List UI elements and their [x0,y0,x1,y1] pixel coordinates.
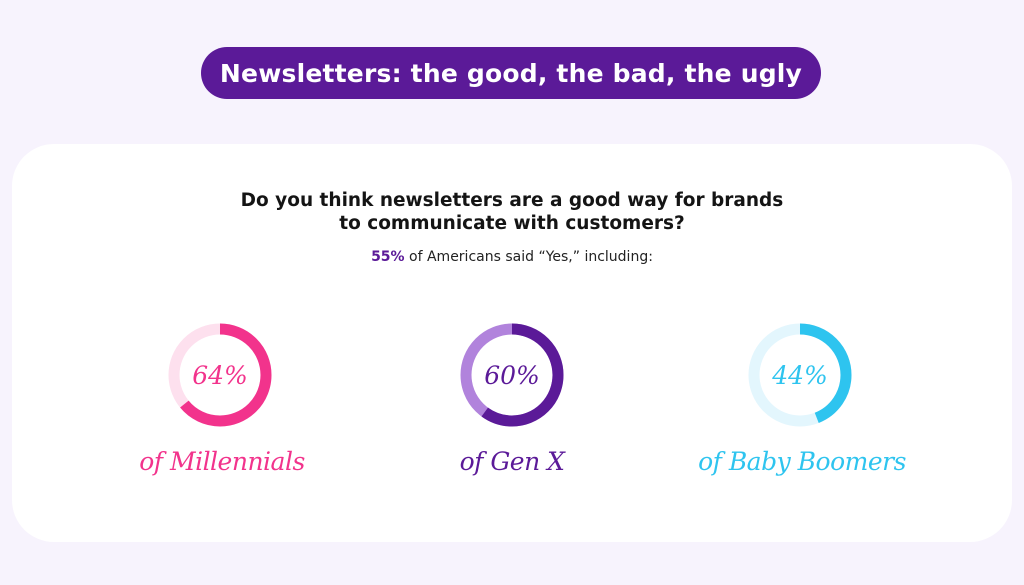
survey-question: Do you think newsletters are a good way … [0,189,1024,235]
donut-genx-label: 60% [484,360,540,390]
donut-millennials: 64% [165,320,275,430]
donut-genx: 60% [457,320,567,430]
survey-question-line-2: to communicate with customers? [339,213,685,234]
donut-millennials-label: 64% [192,360,248,390]
survey-card [12,144,1012,542]
caption-genx: of Gen X [459,447,565,476]
donut-boomers-svg [748,323,852,427]
summary-text: of Americans said “Yes,” including: [404,249,653,265]
caption-boomers: of Baby Boomers [698,447,906,476]
donut-genx-svg [460,323,564,427]
donut-boomers: 44% [745,320,855,430]
page-title-text: Newsletters: the good, the bad, the ugly [219,58,803,88]
donut-genx-arc [460,323,564,427]
survey-question-line-1: Do you think newsletters are a good way … [240,190,784,211]
summary-percent: 55% [371,249,405,265]
donut-millennials-arc [168,323,272,427]
caption-millennials: of Millennials [139,447,305,476]
survey-summary: 55% of Americans said “Yes,” including: [0,249,1024,265]
page-title: Newsletters: the good, the bad, the ugly [201,47,821,99]
donut-boomers-label: 44% [772,360,828,390]
donut-boomers-arc [748,323,852,427]
donut-millennials-svg [168,323,272,427]
